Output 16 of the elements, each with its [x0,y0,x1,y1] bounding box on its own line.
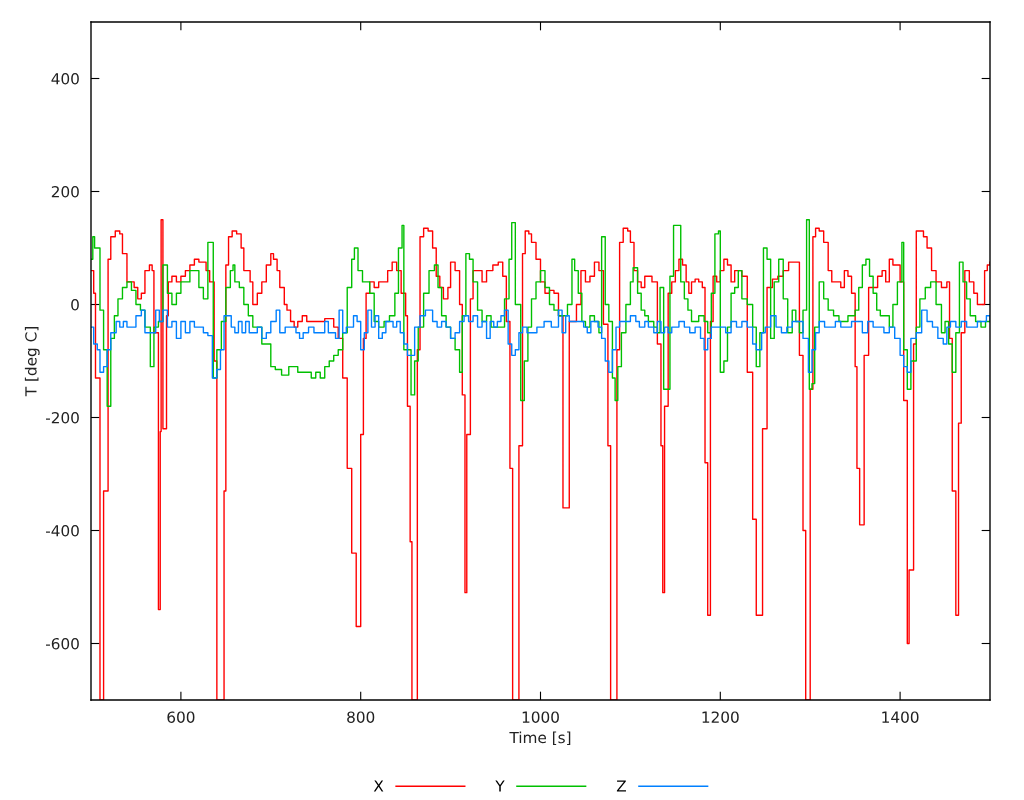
x-tick-label: 600 [167,711,195,723]
legend-label: Y [495,780,505,792]
x-tick-label: 1000 [522,711,559,723]
y-tick-label: -400 [45,524,79,537]
x-tick-label: 1400 [882,711,919,723]
y-tick-label: 400 [51,72,79,85]
x-tick-label: 800 [347,711,375,723]
y-axis-title: T [deg C] [24,327,40,397]
x-axis-title: Time [s] [509,731,571,746]
legend-label: Z [616,780,626,792]
x-tick-label: 1200 [702,711,739,723]
y-tick-label: -200 [45,411,79,424]
y-tick-label: 0 [71,298,79,311]
legend-label: X [373,780,384,792]
y-tick-label: 200 [51,185,79,198]
y-tick-label: -600 [45,637,79,650]
